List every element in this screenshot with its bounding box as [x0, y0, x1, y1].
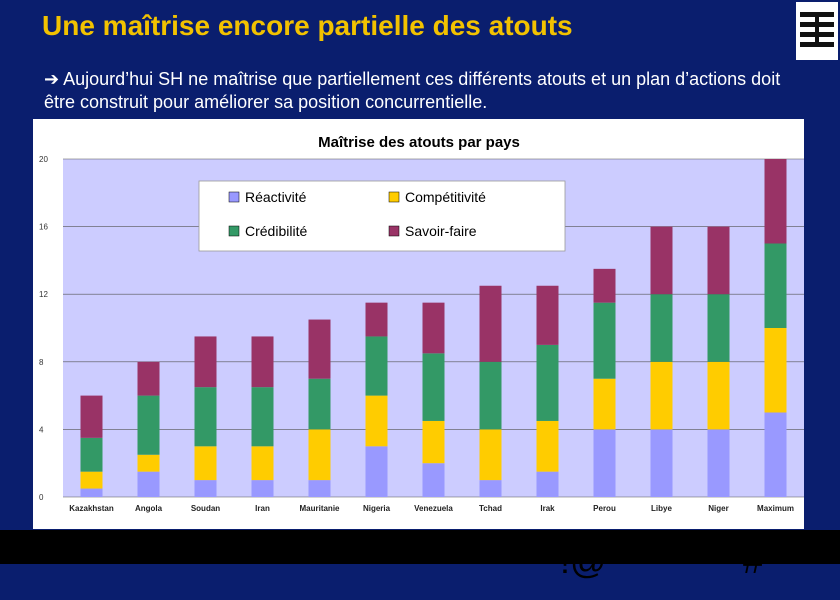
chart-container: Maîtrise des atouts par pays 0 4 8 12 16 20 K…	[33, 119, 804, 529]
x-category-label: Irak	[540, 504, 555, 513]
bar-segment-réactivité	[707, 429, 730, 497]
bars	[80, 159, 787, 497]
slide-subtitle: ➔ Aujourd’hui SH ne maîtrise que partiel…	[44, 68, 804, 113]
bar-segment-savoir-faire	[422, 302, 445, 354]
y-tick-label: 0	[39, 493, 44, 502]
y-tick-label: 16	[39, 223, 48, 232]
bar-segment-savoir-faire	[764, 159, 787, 244]
bar-segment-compétitivité	[80, 471, 103, 489]
bar-segment-crédibilité	[80, 437, 103, 472]
x-category-label: Tchad	[479, 504, 502, 513]
slide-title: Une maîtrise encore partielle des atouts	[42, 10, 573, 41]
legend-entry: Réactivité	[245, 189, 307, 205]
bar-segment-crédibilité	[251, 387, 274, 447]
legend-entry: Savoir-faire	[405, 223, 477, 239]
bar-segment-réactivité	[365, 446, 388, 497]
chart-legend: Réactivité Compétitivité Crédibilité Savoir…	[198, 180, 566, 252]
bar-segment-crédibilité	[764, 243, 787, 328]
bar-segment-compétitivité	[650, 361, 673, 430]
bar-segment-savoir-faire	[650, 226, 673, 295]
bar-segment-compétitivité	[365, 395, 388, 447]
bar-segment-crédibilité	[650, 294, 673, 362]
y-axis-ticks: 0 4 8 12 16 20	[39, 155, 48, 502]
bar-segment-savoir-faire	[308, 319, 331, 379]
x-category-label: Nigeria	[363, 504, 391, 513]
x-category-label: Libye	[651, 504, 672, 513]
legend-entry: Compétitivité	[405, 189, 486, 205]
legend-swatch	[388, 191, 400, 203]
bar-segment-savoir-faire	[479, 285, 502, 362]
bar-segment-savoir-faire	[194, 336, 217, 388]
footer-text-left: !@	[560, 540, 607, 581]
bar-segment-compétitivité	[593, 378, 616, 430]
bar-segment-compétitivité	[422, 420, 445, 464]
x-category-label: Perou	[593, 504, 616, 513]
bar-segment-réactivité	[593, 429, 616, 497]
x-category-label: Maximum	[757, 504, 794, 513]
bar-segment-réactivité	[764, 412, 787, 497]
bar-segment-réactivité	[422, 463, 445, 497]
legend-swatch	[388, 225, 400, 237]
legend-swatch	[228, 225, 240, 237]
bar-segment-crédibilité	[479, 361, 502, 430]
bar-segment-réactivité	[308, 480, 331, 497]
bar-segment-compétitivité	[536, 420, 559, 472]
bar-segment-réactivité	[251, 480, 274, 497]
bar-segment-savoir-faire	[80, 395, 103, 438]
x-category-label: Angola	[135, 504, 163, 513]
x-category-label: Iran	[255, 504, 270, 513]
y-tick-label: 4	[39, 425, 44, 434]
bar-segment-savoir-faire	[251, 336, 274, 388]
subtitle-text: Aujourd’hui SH ne maîtrise que partielle…	[44, 69, 781, 112]
bar-segment-compétitivité	[251, 446, 274, 481]
stacked-bar-chart: Maîtrise des atouts par pays 0 4 8 12 16 20 K…	[39, 134, 804, 513]
bar-segment-compétitivité	[137, 454, 160, 472]
bar-segment-savoir-faire	[536, 285, 559, 345]
bar-segment-savoir-faire	[707, 226, 730, 295]
bar-segment-crédibilité	[308, 378, 331, 430]
bar-segment-savoir-faire	[137, 361, 160, 396]
y-tick-label: 12	[39, 290, 48, 299]
x-category-label: Kazakhstan	[69, 504, 114, 513]
bar-segment-réactivité	[137, 471, 160, 497]
legend-swatch	[228, 191, 240, 203]
legend-box	[198, 180, 566, 252]
bar-segment-crédibilité	[137, 395, 160, 455]
x-category-label: Soudan	[191, 504, 220, 513]
y-tick-label: 8	[39, 358, 44, 367]
x-category-label: Niger	[708, 504, 728, 513]
footer-bar	[0, 530, 840, 564]
bar-segment-crédibilité	[707, 294, 730, 362]
bar-segment-crédibilité	[365, 336, 388, 396]
footer-text-right: #	[743, 540, 764, 581]
bar-segment-compétitivité	[479, 429, 502, 481]
bar-segment-réactivité	[194, 480, 217, 497]
bar-segment-savoir-faire	[365, 302, 388, 337]
bar-segment-crédibilité	[194, 387, 217, 447]
bar-segment-réactivité	[479, 480, 502, 497]
bar-segment-compétitivité	[194, 446, 217, 481]
y-tick-label: 20	[39, 155, 48, 164]
company-logo	[796, 2, 838, 60]
legend-entry: Crédibilité	[245, 223, 307, 239]
x-category-label: Mauritanie	[299, 504, 340, 513]
bar-segment-crédibilité	[536, 344, 559, 421]
bar-segment-réactivité	[536, 471, 559, 497]
x-axis-labels: Kazakhstan Angola Soudan Iran Mauritanie Nige…	[69, 504, 794, 513]
bar-segment-compétitivité	[308, 429, 331, 481]
bar-segment-réactivité	[80, 488, 103, 497]
bar-segment-réactivité	[650, 429, 673, 497]
bar-segment-compétitivité	[707, 361, 730, 430]
bar-segment-compétitivité	[764, 328, 787, 413]
chart-title: Maîtrise des atouts par pays	[318, 134, 520, 151]
bar-segment-crédibilité	[422, 353, 445, 421]
x-category-label: Venezuela	[414, 504, 453, 513]
bar-segment-crédibilité	[593, 302, 616, 379]
bar-segment-savoir-faire	[593, 268, 616, 303]
arrow-right-icon: ➔	[44, 69, 60, 90]
